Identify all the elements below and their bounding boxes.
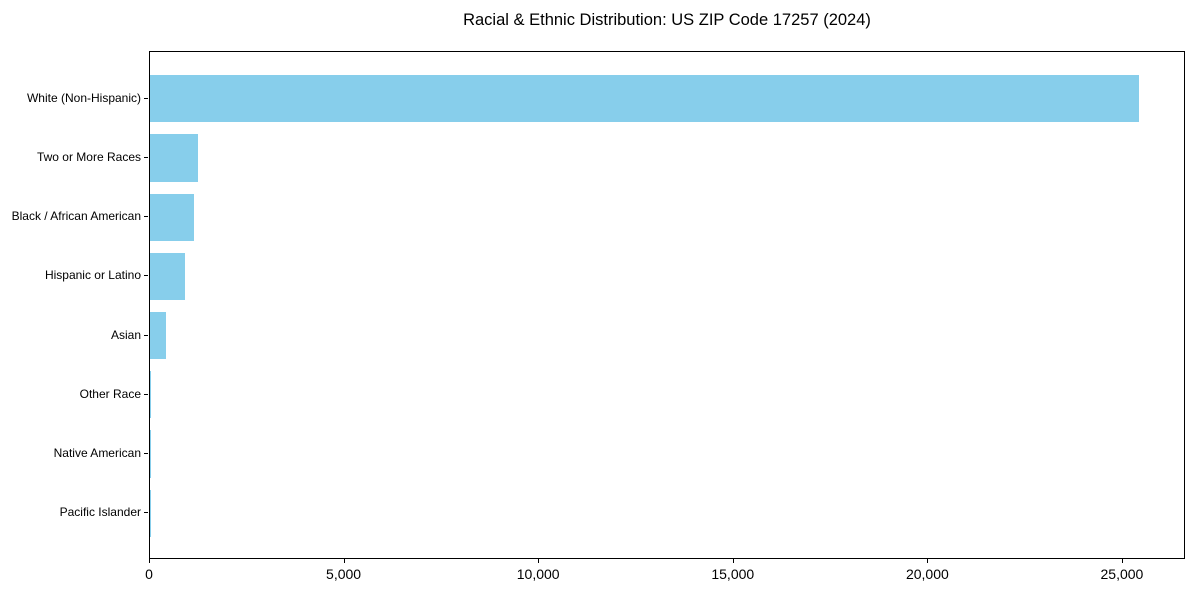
x-tick-mark	[927, 559, 929, 563]
x-tick-label: 10,000	[516, 566, 560, 582]
bar	[150, 371, 152, 419]
y-tick-label: White (Non-Hispanic)	[26, 90, 141, 105]
x-tick-label: 5,000	[326, 566, 362, 582]
x-tick-mark	[538, 559, 540, 563]
y-tick-label: Asian	[110, 327, 141, 342]
x-tick-mark	[1121, 559, 1123, 563]
y-tick-label: Two or More Races	[36, 149, 141, 164]
y-tick-mark	[144, 216, 148, 218]
x-tick-mark	[732, 559, 734, 563]
y-tick-mark	[144, 97, 148, 99]
x-tick-mark	[149, 559, 150, 563]
y-tick-mark	[144, 453, 148, 455]
y-tick-label: Black / African American	[11, 209, 141, 224]
x-tick-label: 20,000	[905, 566, 949, 582]
chart-title: Racial & Ethnic Distribution: US ZIP Cod…	[463, 11, 871, 29]
y-tick-mark	[144, 512, 148, 514]
y-tick-mark	[144, 275, 148, 277]
y-tick-label: Native American	[53, 446, 141, 461]
y-tick-mark	[144, 393, 148, 395]
bar	[150, 134, 198, 182]
bar	[150, 252, 186, 301]
bar	[150, 75, 1139, 123]
y-tick-mark	[144, 156, 148, 158]
y-tick-label: Other Race	[79, 386, 141, 401]
plot-area	[149, 51, 1185, 559]
bar	[150, 193, 194, 241]
x-tick-label: 0	[145, 566, 153, 582]
y-tick-label: Pacific Islander	[59, 505, 141, 520]
y-tick-mark	[144, 334, 148, 336]
x-tick-label: 25,000	[1100, 566, 1144, 582]
y-tick-label: Hispanic or Latino	[44, 268, 141, 283]
bar	[150, 311, 166, 360]
x-tick-mark	[343, 559, 345, 563]
y-axis-labels: White (Non-Hispanic) Two or More Races Bla…	[0, 51, 141, 559]
x-tick-label: 15,000	[711, 566, 755, 582]
